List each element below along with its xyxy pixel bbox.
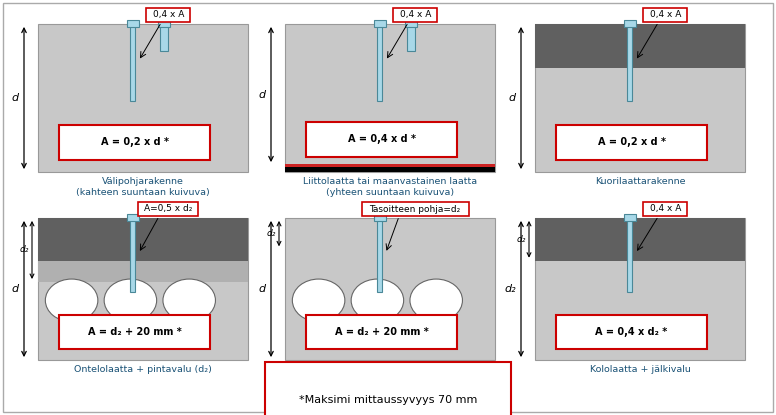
Bar (285, 164, 495, 167)
Text: d: d (259, 90, 266, 100)
Bar (535, 218, 745, 261)
Text: d₂: d₂ (517, 235, 526, 244)
Bar (38, 261, 248, 282)
Text: d: d (259, 284, 266, 294)
Bar (627, 218, 632, 292)
Ellipse shape (293, 279, 345, 322)
Ellipse shape (352, 279, 404, 322)
Bar (377, 218, 382, 292)
Text: *Maksimi mittaussyvyys 70 mm: *Maksimi mittaussyvyys 70 mm (299, 395, 477, 405)
Text: Kuorilaattarakenne: Kuorilaattarakenne (594, 177, 685, 186)
Text: A = 0,2 x d *: A = 0,2 x d * (101, 137, 168, 147)
Bar (535, 24, 745, 68)
Bar (285, 165, 495, 172)
Ellipse shape (45, 279, 98, 322)
Text: d: d (12, 284, 19, 294)
Bar (362, 202, 469, 216)
Bar (407, 24, 415, 51)
Text: d: d (12, 93, 19, 103)
Bar (126, 215, 138, 222)
Text: 0,4 x A: 0,4 x A (153, 10, 184, 20)
Text: Tasoitteen pohja=d₂: Tasoitteen pohja=d₂ (369, 205, 461, 213)
Text: d₂: d₂ (504, 284, 516, 294)
Bar (38, 218, 248, 360)
Text: 0,4 x A: 0,4 x A (650, 10, 681, 20)
Text: A = d₂ + 20 mm *: A = d₂ + 20 mm * (88, 327, 182, 337)
Ellipse shape (104, 279, 157, 322)
Text: Liittolaatta tai maanvastainen laatta: Liittolaatta tai maanvastainen laatta (303, 177, 477, 186)
Text: d₂: d₂ (19, 245, 29, 254)
Bar (130, 218, 135, 292)
Bar (146, 8, 190, 22)
Bar (377, 24, 382, 101)
Bar (373, 215, 386, 222)
Bar (158, 20, 170, 27)
Bar (556, 124, 707, 160)
Bar (160, 24, 168, 51)
Bar (306, 122, 457, 157)
Bar (285, 218, 495, 360)
Bar (38, 24, 248, 172)
Bar (285, 24, 495, 172)
Text: A=0,5 x d₂: A=0,5 x d₂ (144, 205, 192, 213)
Text: d₂: d₂ (267, 229, 276, 238)
Text: (kahteen suuntaan kuivuva): (kahteen suuntaan kuivuva) (76, 188, 210, 197)
Text: (yhteen suuntaan kuivuva): (yhteen suuntaan kuivuva) (326, 188, 454, 197)
Text: A = 0,4 x d *: A = 0,4 x d * (348, 134, 416, 144)
Ellipse shape (163, 279, 216, 322)
Bar (643, 8, 688, 22)
Bar (393, 8, 438, 22)
Bar (623, 215, 636, 222)
Bar (535, 218, 745, 360)
Bar (130, 24, 135, 101)
Text: Ontelolaatta + pintavalu (d₂): Ontelolaatta + pintavalu (d₂) (74, 365, 212, 374)
Bar (535, 24, 745, 172)
Bar (138, 202, 198, 216)
Bar (643, 202, 688, 216)
Text: Ontelolaatta + tasoite (d₂): Ontelolaatta + tasoite (d₂) (327, 365, 453, 374)
Text: Välipohjarakenne: Välipohjarakenne (102, 177, 184, 186)
Text: A = 0,4 x d₂ *: A = 0,4 x d₂ * (595, 327, 667, 337)
Bar (59, 315, 210, 349)
Bar (623, 20, 636, 27)
Bar (306, 315, 457, 349)
Text: d: d (509, 93, 516, 103)
Text: A = 0,2 x d *: A = 0,2 x d * (598, 137, 666, 147)
Text: A = d₂ + 20 mm *: A = d₂ + 20 mm * (334, 327, 428, 337)
Bar (59, 124, 210, 160)
Text: 0,4 x A: 0,4 x A (400, 10, 431, 20)
Bar (405, 20, 417, 27)
Text: Kololaatta + jälkivalu: Kololaatta + jälkivalu (590, 365, 691, 374)
Bar (556, 315, 707, 349)
Bar (38, 218, 248, 261)
Ellipse shape (410, 279, 462, 322)
Bar (627, 24, 632, 101)
Text: 0,4 x A: 0,4 x A (650, 205, 681, 213)
Bar (126, 20, 138, 27)
Bar (373, 20, 386, 27)
